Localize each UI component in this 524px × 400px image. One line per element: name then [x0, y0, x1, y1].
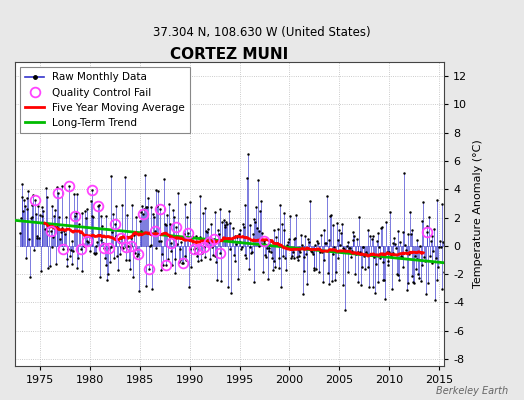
Title: CORTEZ MUNI: CORTEZ MUNI [170, 47, 289, 62]
Text: Berkeley Earth: Berkeley Earth [436, 386, 508, 396]
Text: 37.304 N, 108.630 W (United States): 37.304 N, 108.630 W (United States) [153, 26, 371, 39]
Legend: Raw Monthly Data, Quality Control Fail, Five Year Moving Average, Long-Term Tren: Raw Monthly Data, Quality Control Fail, … [20, 67, 190, 133]
Y-axis label: Temperature Anomaly (°C): Temperature Anomaly (°C) [473, 140, 483, 288]
